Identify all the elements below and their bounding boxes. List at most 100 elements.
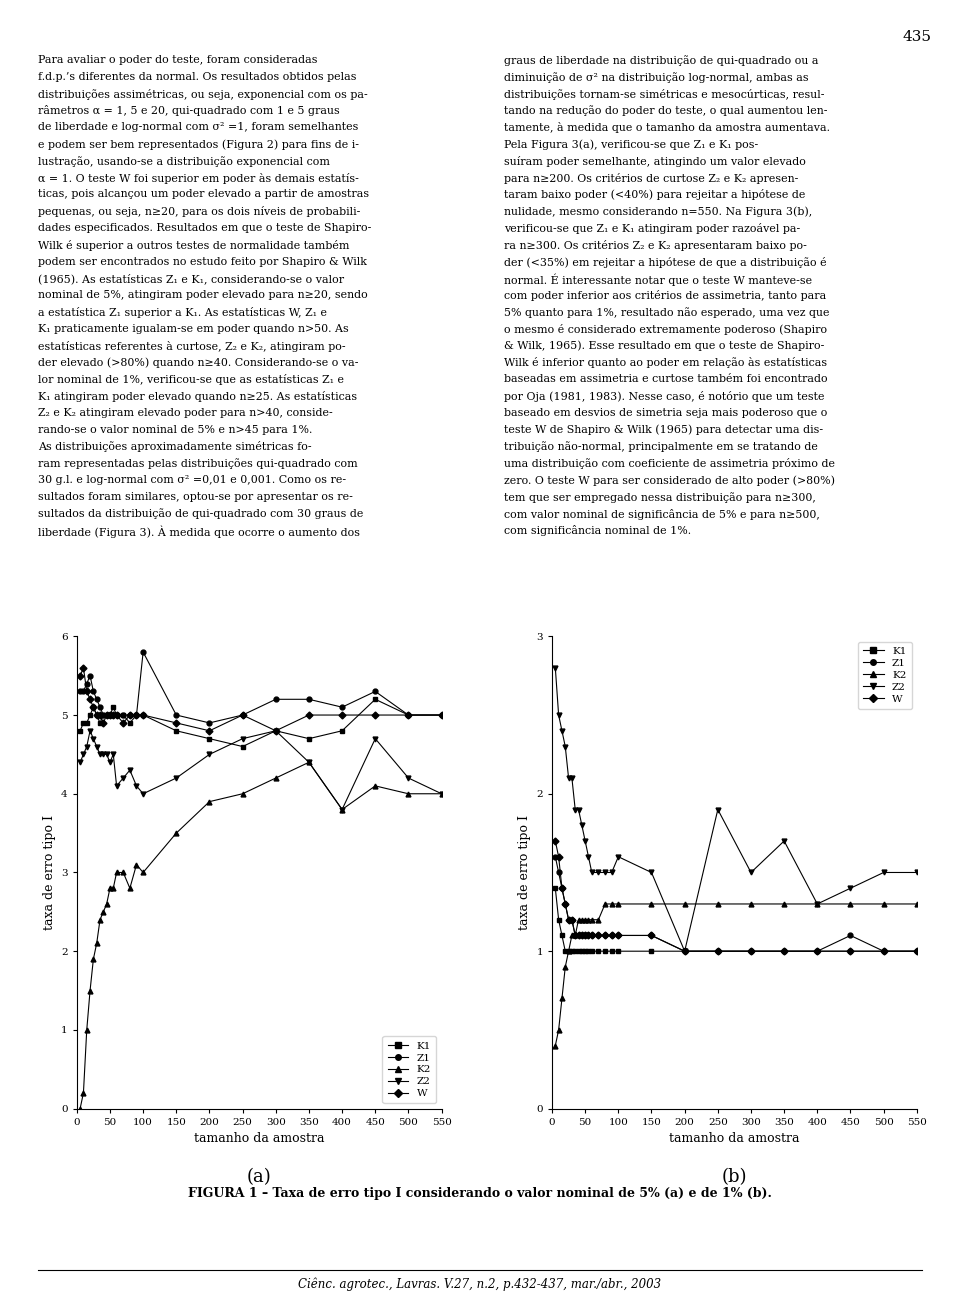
- Z1: [131, 707, 142, 723]
- Text: nominal de 5%, atingiram poder elevado para n≥20, sendo: nominal de 5%, atingiram poder elevado p…: [38, 290, 368, 300]
- K1: [436, 707, 447, 723]
- Text: verificou-se que Z₁ e K₁ atingiram poder razoável pa-: verificou-se que Z₁ e K₁ atingiram poder…: [504, 223, 801, 234]
- Z2: [569, 802, 581, 817]
- K2: [592, 912, 604, 928]
- Z1: [81, 676, 92, 691]
- Text: lor nominal de 1%, verificou-se que as estatísticas Z₁ e: lor nominal de 1%, verificou-se que as e…: [38, 374, 345, 386]
- W: [370, 707, 381, 723]
- Z2: [84, 723, 96, 739]
- W: [646, 928, 658, 943]
- K1: [78, 715, 89, 731]
- Z1: [563, 912, 574, 928]
- Z1: [124, 707, 135, 723]
- Z2: [117, 770, 129, 786]
- W: [137, 707, 149, 723]
- K1: [566, 943, 578, 959]
- Line: K2: K2: [78, 760, 444, 1111]
- K1: [204, 731, 215, 747]
- Z1: [845, 928, 856, 943]
- Z2: [131, 778, 142, 794]
- K1: [646, 943, 658, 959]
- Z2: [911, 865, 923, 880]
- W: [171, 715, 182, 731]
- Z1: [303, 691, 315, 707]
- K2: [81, 1022, 92, 1038]
- W: [78, 660, 89, 676]
- Z2: [553, 707, 564, 723]
- Line: Z1: Z1: [78, 649, 444, 726]
- Z2: [101, 747, 112, 762]
- K1: [270, 723, 281, 739]
- Text: K₁ praticamente igualam-se em poder quando n>50. As: K₁ praticamente igualam-se em poder quan…: [38, 324, 349, 333]
- K2: [779, 896, 790, 912]
- Z2: [108, 747, 119, 762]
- K2: [560, 959, 571, 975]
- W: [599, 928, 611, 943]
- Z1: [74, 684, 85, 699]
- Z1: [560, 896, 571, 912]
- X-axis label: tamanho da amostra: tamanho da amostra: [194, 1132, 324, 1145]
- K2: [877, 896, 889, 912]
- Z1: [573, 928, 585, 943]
- Text: sultados da distribuição de qui-quadrado com 30 graus de: sultados da distribuição de qui-quadrado…: [38, 509, 364, 520]
- Z2: [779, 833, 790, 849]
- Z2: [402, 770, 414, 786]
- Line: K2: K2: [553, 901, 920, 1048]
- K1: [586, 943, 597, 959]
- Text: FIGURA 1 – Taxa de erro tipo I considerando o valor nominal de 5% (a) e de 1% (b: FIGURA 1 – Taxa de erro tipo I considera…: [188, 1187, 772, 1200]
- K2: [87, 951, 99, 967]
- Text: graus de liberdade na distribuição de qui-quadrado ou a: graus de liberdade na distribuição de qu…: [504, 55, 819, 66]
- Text: der (<35%) em rejeitar a hipótese de que a distribuição é: der (<35%) em rejeitar a hipótese de que…: [504, 257, 827, 268]
- Text: normal. É interessante notar que o teste W manteve-se: normal. É interessante notar que o teste…: [504, 273, 812, 286]
- Z2: [583, 849, 594, 865]
- K1: [94, 715, 106, 731]
- Z1: [566, 912, 578, 928]
- Z1: [370, 684, 381, 699]
- K2: [84, 983, 96, 998]
- Z1: [556, 880, 567, 896]
- Z1: [336, 699, 348, 715]
- Text: (1965). As estatísticas Z₁ e K₁, considerando-se o valor: (1965). As estatísticas Z₁ e K₁, conside…: [38, 273, 345, 285]
- W: [87, 699, 99, 715]
- Z2: [745, 865, 756, 880]
- K1: [117, 707, 129, 723]
- Z1: [402, 707, 414, 723]
- K2: [98, 904, 109, 920]
- K1: [745, 943, 756, 959]
- W: [563, 912, 574, 928]
- K1: [370, 691, 381, 707]
- K1: [877, 943, 889, 959]
- K1: [811, 943, 823, 959]
- W: [303, 707, 315, 723]
- Text: diminuição de σ² na distribuição log-normal, ambas as: diminuição de σ² na distribuição log-nor…: [504, 72, 808, 83]
- Z2: [576, 817, 588, 833]
- Z1: [745, 943, 756, 959]
- K1: [87, 699, 99, 715]
- Text: liberdade (Figura 3). À medida que ocorre o aumento dos: liberdade (Figura 3). À medida que ocorr…: [38, 525, 360, 538]
- Z1: [549, 849, 561, 865]
- Z2: [436, 786, 447, 802]
- Z2: [237, 731, 249, 747]
- K2: [171, 825, 182, 841]
- K1: [599, 943, 611, 959]
- Text: Ciênc. agrotec., Lavras. V.27, n.2, p.432-437, mar./abr., 2003: Ciênc. agrotec., Lavras. V.27, n.2, p.43…: [299, 1278, 661, 1291]
- W: [74, 668, 85, 684]
- K1: [549, 880, 561, 896]
- Text: tando na redução do poder do teste, o qual aumentou len-: tando na redução do poder do teste, o qu…: [504, 105, 828, 117]
- Z2: [137, 786, 149, 802]
- K1: [84, 707, 96, 723]
- Z1: [583, 928, 594, 943]
- Text: baseadas em assimetria e curtose também foi encontrado: baseadas em assimetria e curtose também …: [504, 374, 828, 384]
- W: [549, 833, 561, 849]
- K1: [101, 707, 112, 723]
- Text: & Wilk, 1965). Esse resultado em que o teste de Shapiro-: & Wilk, 1965). Esse resultado em que o t…: [504, 341, 825, 352]
- Z1: [586, 928, 597, 943]
- K2: [612, 896, 624, 912]
- Text: lustração, usando-se a distribuição exponencial com: lustração, usando-se a distribuição expo…: [38, 156, 330, 167]
- Z1: [606, 928, 617, 943]
- K1: [108, 699, 119, 715]
- Text: de liberdade e log-normal com σ² =1, foram semelhantes: de liberdade e log-normal com σ² =1, for…: [38, 122, 359, 133]
- Z1: [171, 707, 182, 723]
- W: [592, 928, 604, 943]
- Line: Z2: Z2: [553, 665, 920, 954]
